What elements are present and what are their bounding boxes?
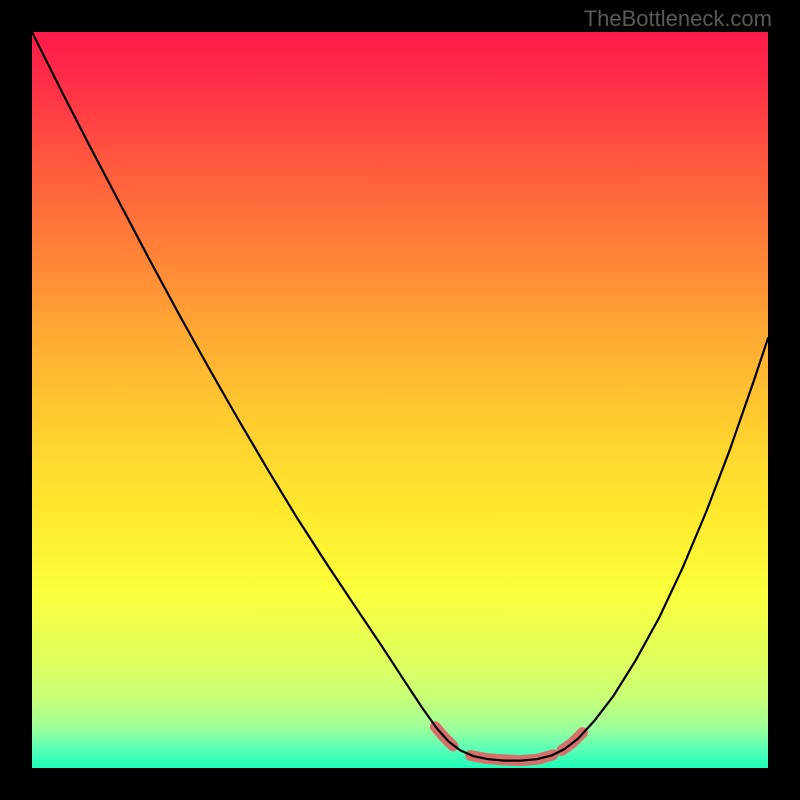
chart-stage: TheBottleneck.com: [0, 0, 800, 800]
plot-svg: [32, 32, 768, 768]
watermark-text: TheBottleneck.com: [584, 6, 772, 32]
gradient-background: [32, 32, 768, 768]
plot-area: [32, 32, 768, 768]
